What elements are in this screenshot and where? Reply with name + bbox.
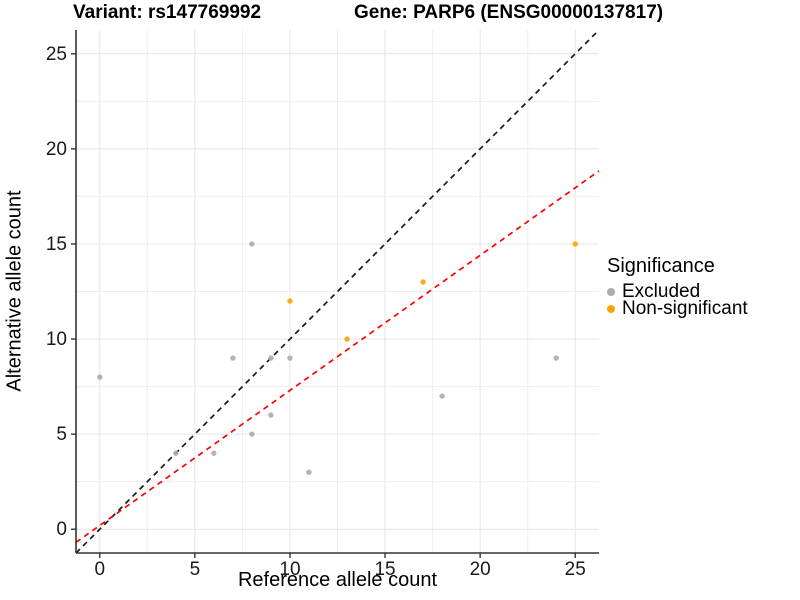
data-point-non-significant xyxy=(287,298,293,304)
y-tick-label: 0 xyxy=(56,519,67,540)
data-point-excluded xyxy=(97,374,103,380)
data-point-non-significant xyxy=(344,336,350,342)
plot-title-variant: Variant: rs147769992 xyxy=(73,2,262,23)
data-point-excluded xyxy=(249,241,255,247)
y-tick-label: 5 xyxy=(56,424,67,445)
x-tick-label: 15 xyxy=(374,559,395,580)
x-tick-label: 25 xyxy=(565,559,586,580)
legend: Significance Excluded Non-significant xyxy=(607,255,799,319)
y-tick-label: 20 xyxy=(46,139,67,160)
x-tick-label: 10 xyxy=(279,559,300,580)
data-point-non-significant xyxy=(572,241,578,247)
data-point-excluded xyxy=(268,355,274,361)
data-point-excluded xyxy=(553,355,559,361)
data-point-excluded xyxy=(439,393,445,399)
data-point-excluded xyxy=(268,412,274,418)
legend-item-label-excluded: Excluded xyxy=(622,280,701,302)
plot-title-gene: Gene: PARP6 (ENSG00000137817) xyxy=(354,2,664,23)
y-tick-label: 15 xyxy=(46,234,67,255)
x-tick-label: 5 xyxy=(190,559,201,580)
x-tick-label: 0 xyxy=(94,559,105,580)
data-point-excluded xyxy=(249,431,255,437)
fit-line xyxy=(76,170,599,544)
non-significant-dot-icon xyxy=(607,304,615,313)
x-axis-title: Reference allele count xyxy=(237,569,437,591)
data-point-non-significant xyxy=(420,279,426,285)
legend-item-excluded: Excluded xyxy=(607,280,799,302)
legend-item-non-significant: Non-significant xyxy=(607,297,799,319)
data-point-excluded xyxy=(306,469,312,475)
y-tick-label: 25 xyxy=(46,44,67,65)
y-tick-label: 10 xyxy=(46,329,67,350)
identity-line xyxy=(76,30,599,553)
data-point-excluded xyxy=(173,450,179,456)
data-point-excluded xyxy=(230,355,236,361)
legend-title: Significance xyxy=(607,255,715,277)
data-point-excluded xyxy=(287,355,293,361)
y-axis-title: Alternative allele count xyxy=(3,190,26,392)
data-point-excluded xyxy=(211,450,217,456)
x-tick-label: 20 xyxy=(470,559,491,580)
excluded-dot-icon xyxy=(607,287,615,296)
legend-item-label-non-significant: Non-significant xyxy=(622,297,748,319)
